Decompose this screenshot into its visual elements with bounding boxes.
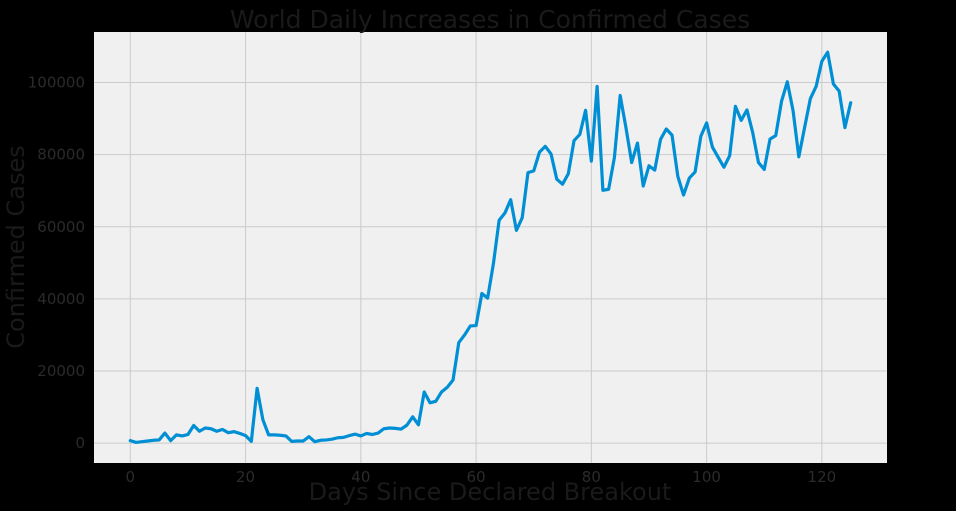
chart-title: World Daily Increases in Confirmed Cases: [230, 5, 750, 34]
series-line: [128, 50, 853, 445]
y-tick-label: 60000: [37, 218, 85, 236]
plot-area: [94, 32, 887, 463]
x-tick-label: 40: [351, 468, 370, 486]
x-tick-label: 20: [236, 468, 255, 486]
y-tick-label: 0: [75, 434, 85, 452]
series-layer: [128, 50, 853, 445]
y-tick-label: 80000: [37, 146, 85, 164]
y-tick-label: 20000: [37, 362, 85, 380]
y-axis-label: Confirmed Cases: [2, 145, 30, 348]
x-tick-label: 80: [582, 468, 601, 486]
x-tick-label: 60: [467, 468, 486, 486]
x-tick-label: 120: [808, 468, 837, 486]
tick-labels: 0 20 40 60 80 100 120 0 20000 40000 60000 80000 1000…: [28, 73, 836, 486]
x-axis-label: Days Since Declared Breakout: [309, 478, 672, 506]
x-tick-label: 0: [126, 468, 136, 486]
y-tick-label: 100000: [28, 73, 85, 91]
grid-lines: [94, 32, 887, 463]
y-tick-label: 40000: [37, 290, 85, 308]
x-tick-label: 100: [692, 468, 721, 486]
